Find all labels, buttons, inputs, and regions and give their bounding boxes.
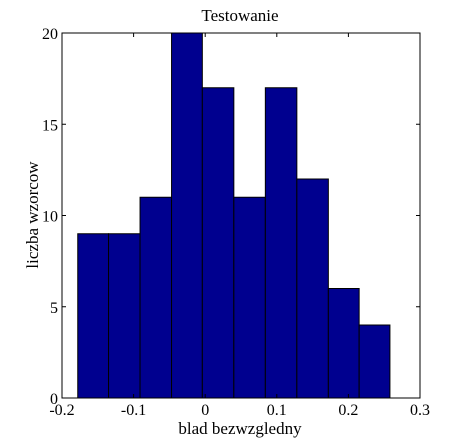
y-axis-label: liczba wzorcow	[23, 161, 42, 269]
x-tick-label: -0.1	[121, 402, 146, 419]
histogram-bar	[108, 233, 141, 399]
histogram-bar	[327, 288, 360, 399]
x-tick-label: 0.2	[338, 402, 358, 419]
histogram-bar	[296, 178, 329, 399]
y-tick-label: 15	[42, 117, 58, 134]
x-tick-label: 0.3	[410, 402, 430, 419]
histogram-bar	[264, 87, 298, 399]
histogram-bar	[358, 324, 391, 399]
histogram-bar	[171, 32, 203, 399]
x-tick-label: 0.1	[267, 402, 287, 419]
y-tick-label: 10	[42, 209, 58, 226]
x-tick-label: 0	[201, 402, 209, 419]
x-tick-label: -0.2	[49, 402, 74, 419]
ticks-group: -0.2 -0.1 0 0.1 0.2 0.3 0 5 10 15 20	[42, 26, 430, 419]
y-tick-label: 20	[42, 26, 58, 43]
histogram-bar	[139, 196, 173, 399]
y-tick-label: 5	[50, 300, 58, 317]
bars-group	[77, 32, 391, 399]
x-axis-label: blad bezwzgledny	[178, 419, 302, 438]
histogram-bar	[201, 87, 235, 399]
histogram-bar	[77, 233, 110, 399]
histogram-bar	[233, 196, 266, 399]
chart-title: Testowanie	[201, 6, 278, 25]
y-tick-label: 0	[50, 391, 58, 408]
